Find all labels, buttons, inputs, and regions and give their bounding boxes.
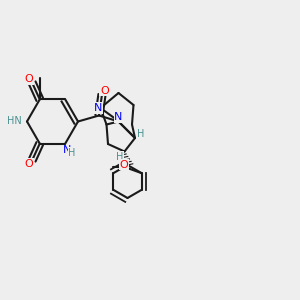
Text: H: H <box>68 148 76 158</box>
Text: H: H <box>116 152 124 162</box>
Text: N: N <box>114 112 123 122</box>
Text: O: O <box>100 86 109 96</box>
Text: H: H <box>137 129 144 140</box>
Text: HN: HN <box>7 116 22 127</box>
Text: O: O <box>24 159 33 169</box>
Text: N: N <box>94 103 102 113</box>
Text: N: N <box>63 145 71 155</box>
Text: O: O <box>24 74 33 84</box>
Text: O: O <box>119 160 128 170</box>
